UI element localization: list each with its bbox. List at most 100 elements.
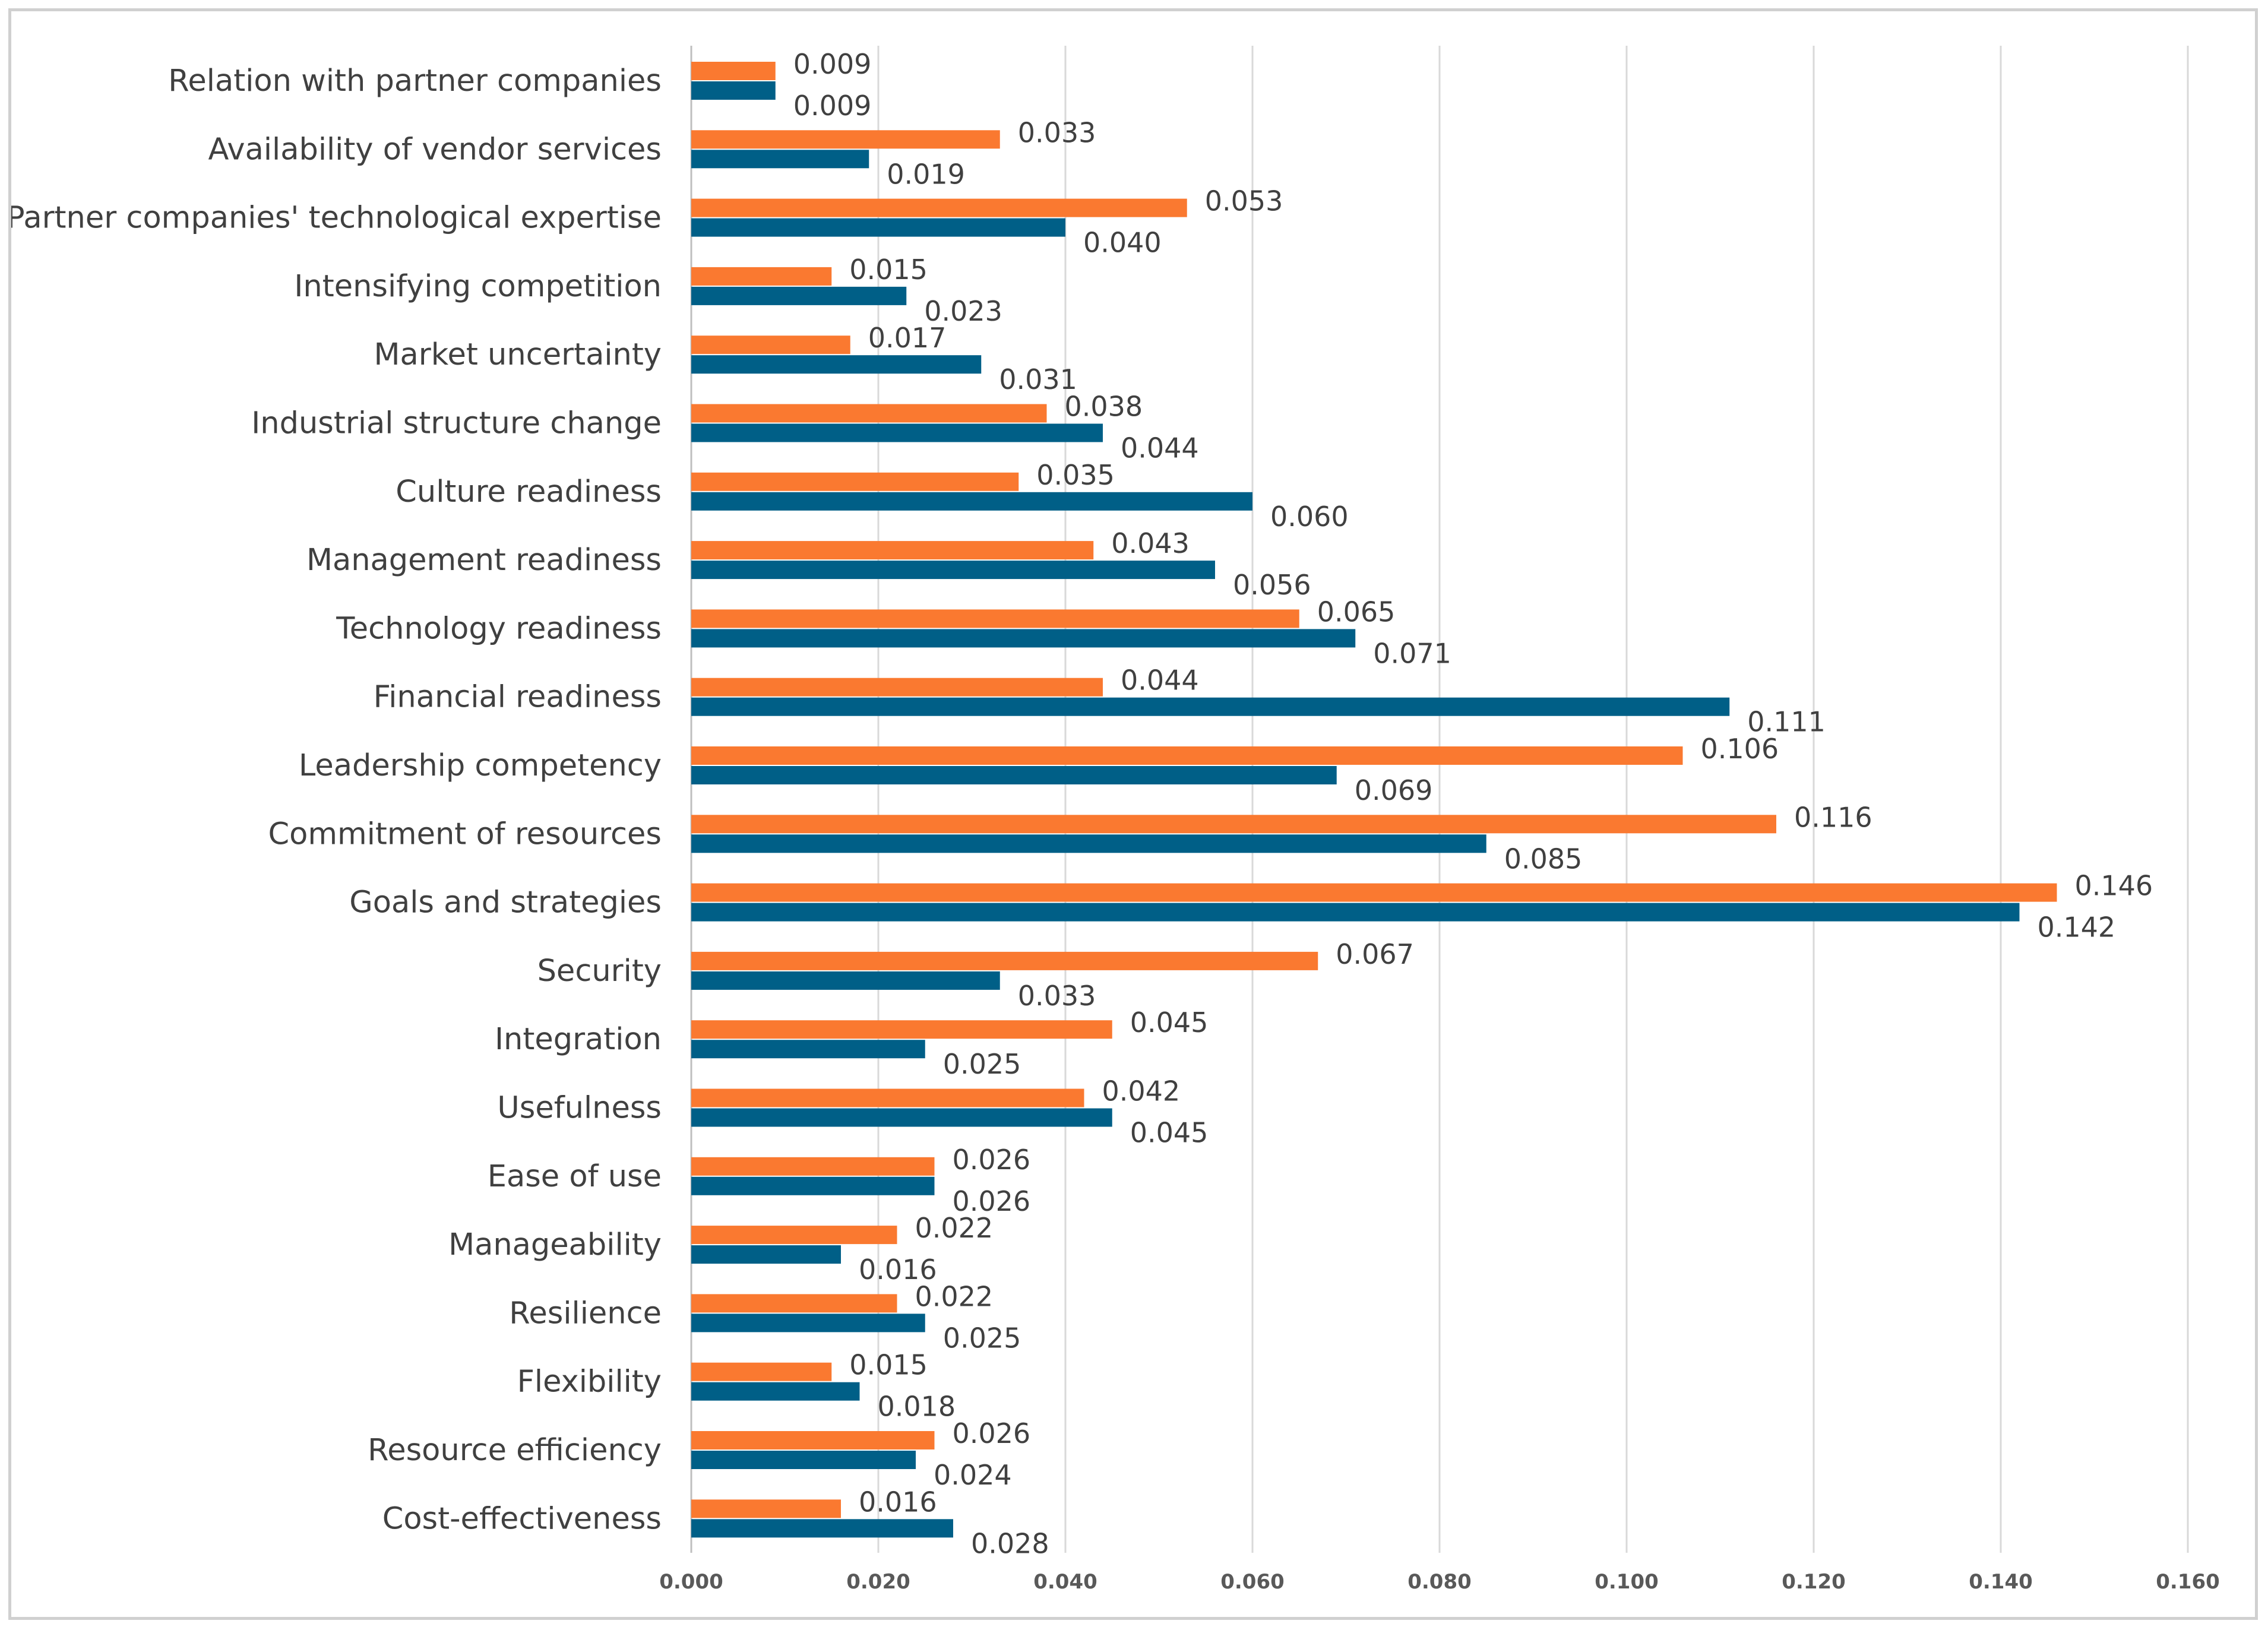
blue-value-label: 0.044 [1121, 432, 1199, 464]
orange-bar [691, 130, 1000, 149]
blue-bar [691, 218, 1065, 237]
orange-bar [691, 472, 1019, 491]
orange-value-label: 0.043 [1111, 527, 1190, 559]
blue-value-label: 0.009 [793, 90, 872, 122]
orange-bar [691, 746, 1683, 765]
category-label: Security [537, 954, 662, 989]
orange-value-label: 0.038 [1065, 391, 1143, 423]
x-tick-label: 0.100 [1595, 1570, 1659, 1594]
orange-value-label: 0.026 [953, 1417, 1031, 1449]
orange-bar [691, 1157, 935, 1176]
blue-value-label: 0.031 [999, 363, 1077, 395]
category-label: Partner companies' technological experti… [11, 201, 662, 236]
orange-bar [691, 609, 1299, 628]
x-tick-label: 0.160 [2156, 1570, 2220, 1594]
blue-bar [691, 1245, 841, 1264]
orange-bar [691, 62, 776, 80]
x-tick-label: 0.080 [1407, 1570, 1472, 1594]
blue-bar [691, 492, 1252, 511]
category-label: Culture readiness [396, 474, 662, 509]
orange-value-label: 0.022 [915, 1280, 994, 1312]
orange-value-label: 0.016 [859, 1486, 937, 1518]
category-label: Ease of use [488, 1159, 662, 1194]
blue-bar [691, 81, 776, 100]
blue-bar [691, 766, 1337, 784]
category-label: Usefulness [497, 1091, 662, 1126]
blue-value-label: 0.019 [887, 158, 965, 190]
category-label: Resource efficiency [368, 1433, 662, 1468]
blue-bar [691, 903, 2020, 922]
orange-bar [691, 951, 1318, 970]
orange-value-label: 0.106 [1701, 733, 1779, 765]
blue-value-label: 0.069 [1355, 774, 1433, 806]
orange-bar [691, 1294, 897, 1313]
blue-bar [691, 697, 1730, 716]
x-tick-label: 0.000 [659, 1570, 723, 1594]
blue-value-label: 0.071 [1373, 637, 1451, 669]
blue-bar [691, 355, 982, 374]
orange-bar [691, 815, 1776, 834]
category-label: Goals and strategies [349, 885, 662, 920]
x-tick-label: 0.120 [1782, 1570, 1846, 1594]
category-label: Availability of vendor services [208, 132, 662, 167]
category-label: Financial readiness [374, 680, 662, 715]
orange-value-label: 0.035 [1036, 459, 1115, 491]
x-tick-label: 0.140 [1969, 1570, 2033, 1594]
category-label: Flexibility [517, 1365, 662, 1400]
blue-value-label: 0.040 [1083, 227, 1162, 259]
orange-value-label: 0.045 [1130, 1007, 1209, 1039]
blue-value-label: 0.111 [1747, 706, 1826, 738]
blue-bar [691, 286, 907, 305]
blue-bar [691, 1519, 953, 1538]
orange-bar [691, 1226, 897, 1245]
blue-bar [691, 1108, 1112, 1127]
orange-value-label: 0.033 [1018, 116, 1096, 148]
category-label: Market uncertainty [374, 337, 662, 372]
category-label: Commitment of resources [268, 816, 662, 852]
x-tick-label: 0.060 [1220, 1570, 1285, 1594]
blue-bar [691, 1314, 925, 1333]
blue-bar [691, 971, 1000, 990]
orange-value-label: 0.067 [1336, 938, 1414, 970]
blue-value-label: 0.060 [1270, 501, 1349, 533]
category-label: Leadership competency [299, 748, 662, 783]
category-label: Relation with partner companies [168, 64, 662, 99]
orange-bar [691, 1431, 935, 1449]
blue-bar [691, 629, 1356, 648]
blue-value-label: 0.026 [953, 1185, 1031, 1217]
orange-bar [691, 541, 1094, 560]
category-label: Management readiness [306, 543, 662, 578]
labels: 0.000 0.020 0.040 0.060 0.080 0.100 0.120 0.140… [11, 48, 2220, 1594]
blue-bar [691, 1451, 916, 1469]
blue-value-label: 0.142 [2038, 911, 2116, 944]
orange-bar [691, 883, 2057, 902]
x-tick-label: 0.040 [1033, 1570, 1097, 1594]
orange-value-label: 0.146 [2075, 870, 2153, 902]
blue-bar [691, 561, 1215, 580]
blue-bar [691, 150, 869, 169]
category-label: Industrial structure change [251, 406, 662, 441]
blue-value-label: 0.045 [1130, 1117, 1209, 1149]
orange-value-label: 0.017 [868, 322, 947, 354]
blue-bar [691, 1040, 925, 1059]
orange-bar [691, 198, 1187, 217]
orange-bar [691, 678, 1103, 697]
orange-bar [691, 1499, 841, 1518]
blue-value-label: 0.023 [924, 295, 1002, 327]
orange-bar [691, 1362, 832, 1381]
blue-value-label: 0.018 [878, 1391, 956, 1423]
chart-frame: 0.000 0.020 0.040 0.060 0.080 0.100 0.120 0.140… [8, 8, 2258, 1620]
blue-value-label: 0.033 [1018, 980, 1096, 1012]
blue-value-label: 0.028 [971, 1527, 1049, 1559]
bar-chart: 0.000 0.020 0.040 0.060 0.080 0.100 0.120 0.140… [11, 46, 2220, 1594]
blue-bar [691, 1382, 860, 1401]
orange-bar [691, 1088, 1084, 1107]
orange-value-label: 0.015 [849, 254, 928, 286]
blue-value-label: 0.024 [934, 1459, 1012, 1491]
blue-value-label: 0.025 [943, 1322, 1021, 1354]
blue-value-label: 0.025 [943, 1048, 1021, 1080]
blue-value-label: 0.016 [859, 1254, 937, 1286]
orange-value-label: 0.065 [1317, 596, 1396, 628]
orange-value-label: 0.044 [1121, 664, 1199, 697]
orange-bar [691, 267, 832, 286]
